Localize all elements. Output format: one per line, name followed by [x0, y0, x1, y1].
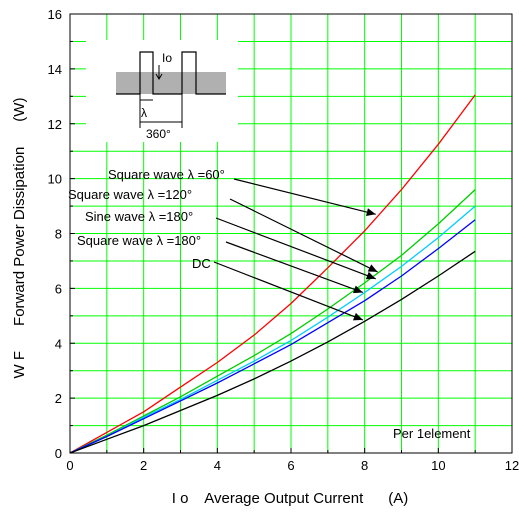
- x-tick-label: 8: [361, 458, 368, 473]
- x-tick-label: 2: [140, 458, 147, 473]
- annotation-label-3: Square wave λ =180°: [77, 233, 201, 248]
- annotation-label-1: Square wave λ =120°: [68, 187, 192, 202]
- series-line-2: [69, 205, 476, 454]
- x-tick-label: 10: [431, 458, 445, 473]
- inset-period-label: 360°: [146, 127, 171, 141]
- annotation-label-2: Sine wave λ =180°: [85, 209, 193, 224]
- y-tick-label: 4: [55, 336, 62, 351]
- annotation-arrowhead-0: [366, 208, 376, 217]
- y-tick-label: 2: [55, 391, 62, 406]
- x-tick-label: 0: [66, 458, 73, 473]
- annotation-label-0: Square wave λ =60°: [108, 167, 225, 182]
- waveform-inset: Io λ 360°: [86, 40, 238, 142]
- y-tick-label: 16: [48, 7, 62, 22]
- inset-io-label: Io: [162, 51, 172, 65]
- y-tick-label: 0: [55, 446, 62, 461]
- y-axis-label: W F Forward Power Dissipation (W): [11, 98, 28, 379]
- x-axis-label: I o Average Output Current (A): [172, 490, 409, 507]
- y-tick-label: 14: [48, 62, 62, 77]
- series-line-4: [69, 250, 476, 454]
- y-tick-label: 10: [48, 172, 62, 187]
- y-tick-label: 6: [55, 281, 62, 296]
- x-tick-label: 4: [214, 458, 221, 473]
- annotations-group: Square wave λ =60° Square wave λ =120° Sin…: [68, 167, 378, 321]
- per-element-note: Per 1element: [393, 426, 471, 441]
- annotation-arrow-0: [233, 178, 376, 215]
- annotation-arrow-4: [213, 261, 364, 321]
- inset-band: [116, 72, 226, 94]
- inset-waveform: [116, 51, 226, 95]
- x-tick-label: 12: [505, 458, 519, 473]
- annotation-arrow-3: [225, 241, 364, 294]
- x-tick-label: 6: [287, 458, 294, 473]
- series-line-1: [69, 189, 476, 454]
- annotation-arrow-2: [215, 217, 376, 280]
- series-line-0: [69, 94, 476, 454]
- annotation-arrowhead-4: [352, 312, 363, 321]
- annotation-arrowhead-3: [352, 285, 363, 294]
- series-line-3: [69, 219, 476, 454]
- ticks-group: 0 2 4 6 8 10 12 0 2 4 6 8 10 12 14 16: [48, 7, 519, 473]
- annotation-arrowhead-2: [365, 271, 376, 280]
- y-tick-label: 12: [48, 117, 62, 132]
- series-group: [69, 94, 476, 454]
- annotation-arrow-1: [229, 198, 378, 273]
- annotation-arrowhead-1: [367, 264, 378, 272]
- annotation-label-4: DC: [192, 256, 211, 271]
- inset-lambda-label: λ: [141, 106, 147, 120]
- y-tick-label: 8: [55, 227, 62, 242]
